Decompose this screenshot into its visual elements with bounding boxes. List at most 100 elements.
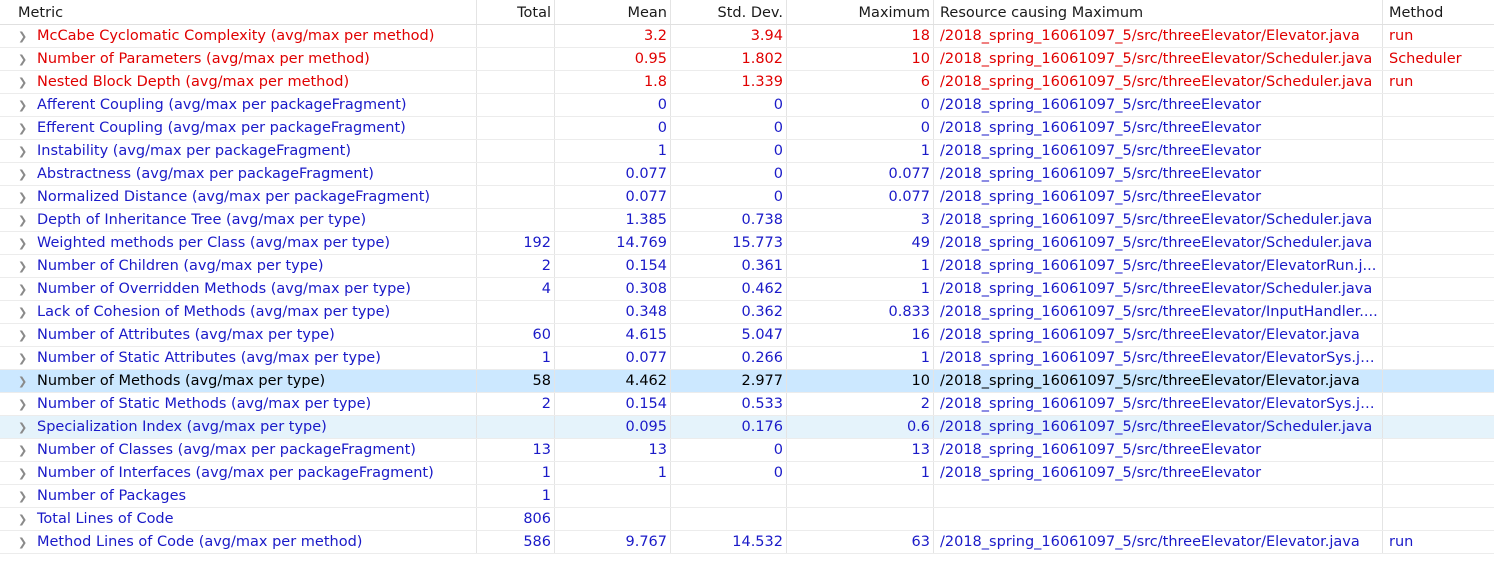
column-header-metric[interactable]: Metric — [0, 0, 477, 24]
chevron-right-icon[interactable]: ❯ — [18, 191, 28, 204]
table-header: Metric Total Mean Std. Dev. Maximum Reso… — [0, 0, 1494, 25]
chevron-right-icon[interactable]: ❯ — [18, 283, 28, 296]
method-cell — [1383, 94, 1494, 116]
column-header-resource[interactable]: Resource causing Maximum — [934, 0, 1383, 24]
table-row[interactable]: ❯ Instability (avg/max per packageFragmen… — [0, 140, 1494, 163]
table-row[interactable]: ❯ Nested Block Depth (avg/max per method)… — [0, 71, 1494, 94]
table-row[interactable]: ❯ Number of Classes (avg/max per packageF… — [0, 439, 1494, 462]
maximum-cell: 1 — [787, 278, 934, 300]
chevron-right-icon[interactable]: ❯ — [18, 237, 28, 250]
chevron-right-icon[interactable]: ❯ — [18, 375, 28, 388]
maximum-cell: 0.077 — [787, 163, 934, 185]
chevron-right-icon[interactable]: ❯ — [18, 490, 28, 503]
chevron-right-icon[interactable]: ❯ — [18, 421, 28, 434]
metric-cell: ❯ Efferent Coupling (avg/max per packageF… — [0, 117, 477, 139]
table-row[interactable]: ❯ McCabe Cyclomatic Complexity (avg/max p… — [0, 25, 1494, 48]
maximum-cell: 0.077 — [787, 186, 934, 208]
chevron-right-icon[interactable]: ❯ — [18, 145, 28, 158]
chevron-right-icon[interactable]: ❯ — [18, 398, 28, 411]
table-row[interactable]: ❯ Number of Packages 1 — [0, 485, 1494, 508]
chevron-right-icon[interactable]: ❯ — [18, 76, 28, 89]
table-row[interactable]: ❯ Number of Parameters (avg/max per metho… — [0, 48, 1494, 71]
chevron-right-icon[interactable]: ❯ — [18, 352, 28, 365]
method-cell — [1383, 462, 1494, 484]
mean-cell: 4.615 — [555, 324, 671, 346]
method-cell: run — [1389, 534, 1414, 550]
chevron-right-icon[interactable]: ❯ — [18, 444, 28, 457]
metric-cell: ❯ Weighted methods per Class (avg/max per… — [0, 232, 477, 254]
chevron-right-icon[interactable]: ❯ — [18, 260, 28, 273]
metric-cell: ❯ Specialization Index (avg/max per type) — [0, 416, 477, 438]
method-cell — [1383, 209, 1494, 231]
chevron-right-icon[interactable]: ❯ — [18, 467, 28, 480]
chevron-right-icon[interactable]: ❯ — [18, 30, 28, 43]
column-header-std-dev[interactable]: Std. Dev. — [671, 0, 787, 24]
column-header-total[interactable]: Total — [477, 0, 555, 24]
table-row[interactable]: ❯ Lack of Cohesion of Methods (avg/max pe… — [0, 301, 1494, 324]
resource-cell: /2018_spring_16061097_5/src/threeElevato… — [934, 255, 1383, 277]
metric-cell: ❯ Lack of Cohesion of Methods (avg/max pe… — [0, 301, 477, 323]
table-row[interactable]: ❯ Number of Attributes (avg/max per type)… — [0, 324, 1494, 347]
method-cell — [1383, 439, 1494, 461]
chevron-right-icon[interactable]: ❯ — [18, 536, 28, 549]
table-row[interactable]: ❯ Number of Overridden Methods (avg/max p… — [0, 278, 1494, 301]
chevron-right-icon[interactable]: ❯ — [18, 513, 28, 526]
chevron-right-icon[interactable]: ❯ — [18, 306, 28, 319]
metric-label: Number of Overridden Methods (avg/max pe… — [37, 281, 411, 297]
table-row[interactable]: ❯ Number of Static Attributes (avg/max pe… — [0, 347, 1494, 370]
column-header-method[interactable]: Method — [1389, 5, 1444, 21]
table-row[interactable]: ❯ Weighted methods per Class (avg/max per… — [0, 232, 1494, 255]
metric-cell: ❯ Depth of Inheritance Tree (avg/max per … — [0, 209, 477, 231]
table-row[interactable]: ❯ Efferent Coupling (avg/max per packageF… — [0, 117, 1494, 140]
resource-cell: /2018_spring_16061097_5/src/threeElevato… — [934, 370, 1383, 392]
mean-cell: 4.462 — [555, 370, 671, 392]
table-row[interactable]: ❯ Normalized Distance (avg/max per packag… — [0, 186, 1494, 209]
total-cell — [477, 301, 555, 323]
table-row[interactable]: ❯ Afferent Coupling (avg/max per packageF… — [0, 94, 1494, 117]
mean-cell: 9.767 — [555, 531, 671, 553]
method-cell — [1383, 140, 1494, 162]
maximum-cell: 1 — [787, 140, 934, 162]
table-row[interactable]: ❯ Number of Static Methods (avg/max per t… — [0, 393, 1494, 416]
mean-cell: 1 — [555, 140, 671, 162]
std-dev-cell: 0.462 — [671, 278, 787, 300]
std-dev-cell: 0 — [671, 186, 787, 208]
std-dev-cell: 0.533 — [671, 393, 787, 415]
table-row[interactable]: ❯ Total Lines of Code 806 — [0, 508, 1494, 531]
table-row[interactable]: ❯ Number of Interfaces (avg/max per packa… — [0, 462, 1494, 485]
mean-cell — [555, 485, 671, 507]
resource-cell: /2018_spring_16061097_5/src/threeElevato… — [934, 278, 1383, 300]
maximum-cell: 0 — [787, 94, 934, 116]
chevron-right-icon[interactable]: ❯ — [18, 53, 28, 66]
total-cell — [477, 416, 555, 438]
std-dev-cell — [671, 508, 787, 530]
column-header-mean[interactable]: Mean — [555, 0, 671, 24]
table-row[interactable]: ❯ Method Lines of Code (avg/max per metho… — [0, 531, 1494, 554]
chevron-right-icon[interactable]: ❯ — [18, 329, 28, 342]
total-cell: 4 — [477, 278, 555, 300]
table-row[interactable]: ❯ Depth of Inheritance Tree (avg/max per … — [0, 209, 1494, 232]
metric-label: Total Lines of Code — [37, 511, 174, 527]
metric-cell: ❯ Number of Attributes (avg/max per type) — [0, 324, 477, 346]
chevron-right-icon[interactable]: ❯ — [18, 99, 28, 112]
total-cell: 2 — [477, 393, 555, 415]
maximum-cell: 1 — [787, 462, 934, 484]
total-cell: 1 — [477, 462, 555, 484]
resource-cell: /2018_spring_16061097_5/src/threeElevato… — [934, 232, 1383, 254]
table-row[interactable]: ❯ Abstractness (avg/max per packageFragme… — [0, 163, 1494, 186]
method-cell — [1383, 255, 1494, 277]
table-row[interactable]: ❯ Specialization Index (avg/max per type)… — [0, 416, 1494, 439]
method-cell — [1383, 232, 1494, 254]
chevron-right-icon[interactable]: ❯ — [18, 122, 28, 135]
total-cell: 58 — [477, 370, 555, 392]
resource-cell: /2018_spring_16061097_5/src/threeElevato… — [934, 531, 1383, 553]
maximum-cell: 1 — [787, 255, 934, 277]
resource-cell: /2018_spring_16061097_5/src/threeElevato… — [934, 163, 1383, 185]
column-header-maximum[interactable]: Maximum — [787, 0, 934, 24]
chevron-right-icon[interactable]: ❯ — [18, 168, 28, 181]
chevron-right-icon[interactable]: ❯ — [18, 214, 28, 227]
method-cell — [1383, 324, 1494, 346]
resource-cell: /2018_spring_16061097_5/src/threeElevato… — [934, 439, 1383, 461]
table-row[interactable]: ❯ Number of Methods (avg/max per type) 58 4… — [0, 370, 1494, 393]
table-row[interactable]: ❯ Number of Children (avg/max per type) 2 0… — [0, 255, 1494, 278]
